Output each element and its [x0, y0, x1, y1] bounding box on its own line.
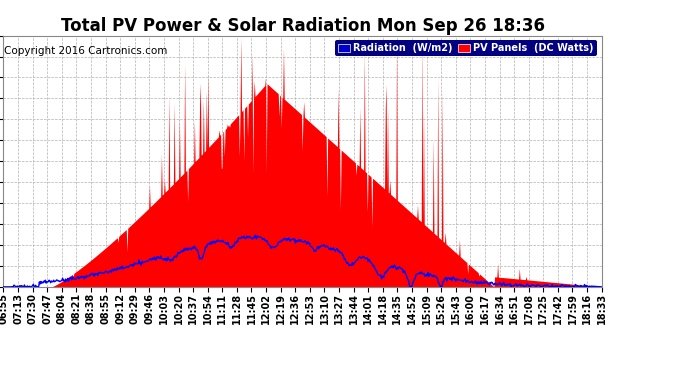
Text: Copyright 2016 Cartronics.com: Copyright 2016 Cartronics.com — [4, 46, 168, 56]
Legend: Radiation  (W/m2), PV Panels  (DC Watts): Radiation (W/m2), PV Panels (DC Watts) — [335, 40, 597, 56]
Title: Total PV Power & Solar Radiation Mon Sep 26 18:36: Total PV Power & Solar Radiation Mon Sep… — [61, 18, 544, 36]
